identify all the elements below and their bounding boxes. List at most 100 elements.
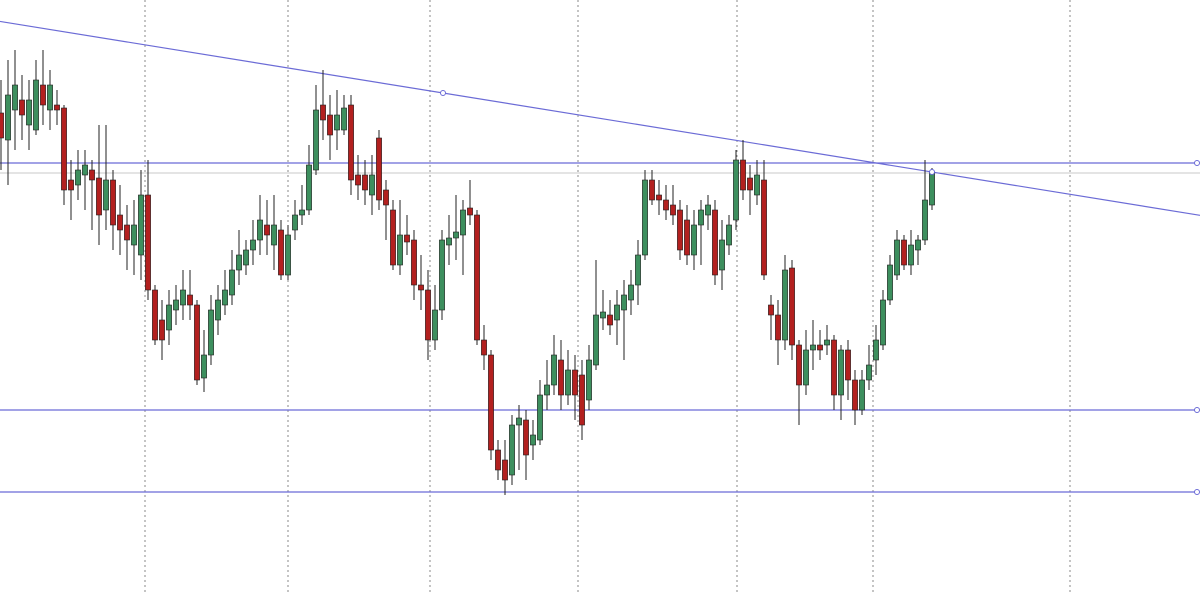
trend-line xyxy=(0,20,1200,216)
candle-body xyxy=(810,344,816,351)
candle-body xyxy=(264,224,270,236)
candle-body xyxy=(908,244,914,266)
candle-body xyxy=(12,84,18,111)
candle-body xyxy=(96,177,102,216)
candle-body xyxy=(488,354,494,451)
candle-body xyxy=(845,349,851,381)
candle-body xyxy=(922,199,928,241)
candle-body xyxy=(607,314,613,326)
candle-body xyxy=(880,299,886,346)
candle-body xyxy=(292,214,298,231)
candle-body xyxy=(460,209,466,236)
candle-body xyxy=(159,319,165,341)
candle-body xyxy=(369,174,375,196)
candle-body xyxy=(530,434,536,446)
candle-body xyxy=(656,194,662,201)
candle-body xyxy=(397,234,403,266)
candle-body xyxy=(852,379,858,411)
candle-body xyxy=(628,284,634,301)
candle-body xyxy=(208,309,214,356)
candle-body xyxy=(432,309,438,341)
candle-body xyxy=(719,239,725,271)
candle-body xyxy=(0,112,4,139)
candle-body xyxy=(82,164,88,176)
candle-body xyxy=(614,304,620,321)
candle-body xyxy=(502,459,508,481)
candle-body xyxy=(579,374,585,426)
candle-body xyxy=(117,214,123,231)
candle-body xyxy=(411,239,417,286)
candle-body xyxy=(61,107,67,191)
candle-body xyxy=(670,204,676,216)
candle-body xyxy=(145,194,151,291)
candle-body xyxy=(306,164,312,211)
candle-body xyxy=(173,299,179,311)
candle-body xyxy=(89,169,95,181)
candle-body xyxy=(110,179,116,226)
candle-body xyxy=(215,299,221,321)
candle-body xyxy=(523,419,529,456)
candle-body xyxy=(929,171,935,206)
candle-body xyxy=(551,354,557,386)
candle-body xyxy=(775,314,781,341)
candle-body xyxy=(831,339,837,396)
candle-body xyxy=(467,207,473,216)
candle-body xyxy=(663,199,669,211)
candle-body xyxy=(278,229,284,276)
candle-body xyxy=(866,364,872,381)
candle-body xyxy=(817,344,823,351)
candle-body xyxy=(439,239,445,311)
candle-body xyxy=(698,209,704,226)
candle-body xyxy=(26,99,32,126)
trend-anchor xyxy=(929,169,935,175)
candle-body xyxy=(824,339,830,346)
candle-body xyxy=(761,179,767,276)
candle-body xyxy=(243,249,249,266)
candle-body xyxy=(383,189,389,206)
candle-body xyxy=(250,239,256,251)
candle-body xyxy=(285,234,291,276)
candle-body xyxy=(901,239,907,266)
candle-body xyxy=(54,104,60,111)
candle-body xyxy=(677,209,683,251)
candle-body xyxy=(320,104,326,121)
candle-body xyxy=(103,179,109,211)
candle-body xyxy=(481,339,487,356)
candle-body xyxy=(887,264,893,301)
candle-body xyxy=(705,204,711,216)
candle-body xyxy=(747,177,753,191)
candle-body xyxy=(593,314,599,366)
candle-body xyxy=(446,237,452,246)
candle-body xyxy=(33,79,39,131)
candle-body xyxy=(19,99,25,116)
candle-body xyxy=(537,394,543,441)
candle-body xyxy=(187,294,193,306)
candle-body xyxy=(40,84,46,106)
candle-body xyxy=(572,369,578,396)
candle-body xyxy=(257,219,263,241)
candle-body xyxy=(152,289,158,341)
candle-body xyxy=(222,289,228,306)
candle-body xyxy=(390,209,396,266)
candle-body xyxy=(544,384,550,396)
level-anchor xyxy=(1194,489,1200,495)
candle-body xyxy=(600,311,606,319)
candle-body xyxy=(327,114,333,136)
candle-body xyxy=(201,354,207,379)
candle-body xyxy=(341,107,347,131)
candle-body xyxy=(684,219,690,256)
candle-body xyxy=(453,231,459,239)
candle-body xyxy=(509,424,515,476)
candle-body xyxy=(425,289,431,341)
candle-body xyxy=(915,239,921,251)
candle-body xyxy=(348,104,354,181)
candle-body xyxy=(838,349,844,396)
candle-body xyxy=(474,214,480,341)
candle-body xyxy=(47,84,53,111)
candle-body xyxy=(376,137,382,201)
candle-body xyxy=(5,94,11,141)
candle-body xyxy=(334,114,340,131)
candle-body xyxy=(495,449,501,471)
candle-body xyxy=(565,369,571,396)
